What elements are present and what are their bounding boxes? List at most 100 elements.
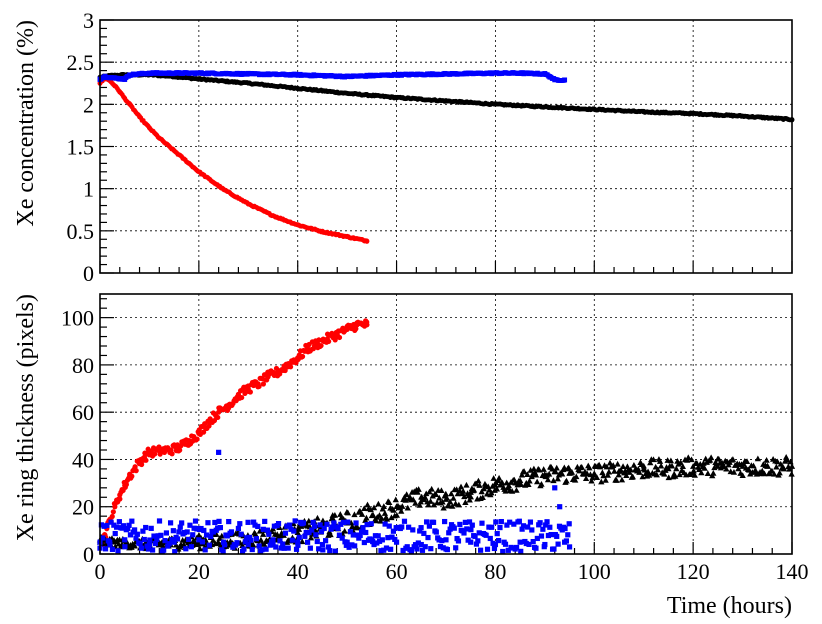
ring-thickness-data-point <box>557 504 563 510</box>
ring-thickness-data-point <box>370 504 378 511</box>
ring-thickness-data-point <box>145 546 152 552</box>
concentration-y-tick-label: 1.5 <box>67 135 95 160</box>
ring-thickness-data-point <box>540 526 546 532</box>
ring-thickness-data-point <box>739 472 746 479</box>
concentration-panel: 0 0.5 1 1.5 2 2.5 3 Xe concentration (%) <box>13 8 795 286</box>
ring-thickness-data-point <box>562 525 568 532</box>
ring-thickness-data-point <box>305 517 312 524</box>
concentration-y-tick-label: 1 <box>83 177 94 202</box>
ring-thickness-data-point <box>442 496 450 502</box>
ring-thickness-data-point <box>184 529 190 535</box>
ring-thickness-data-point <box>241 546 247 552</box>
ring-thickness-data-point <box>282 530 289 536</box>
ring-thickness-data-point <box>493 485 501 492</box>
concentration-grid <box>100 20 792 273</box>
ring-thickness-data-point <box>108 519 114 525</box>
ring-thickness-data-point <box>208 533 214 540</box>
ring-thickness-data-point <box>235 525 241 532</box>
ring-thickness-data-point <box>457 483 465 490</box>
ring-thickness-data-point <box>438 487 445 494</box>
ring-thickness-data-point <box>166 447 172 453</box>
ring-thickness-data-point <box>723 465 730 472</box>
ring-thickness-data-point <box>256 543 262 549</box>
ring-thickness-data-point <box>677 459 684 466</box>
ring-thickness-data-point <box>764 463 771 469</box>
ring-thickness-data-point <box>505 547 511 553</box>
ring-thickness-data-point <box>527 519 534 525</box>
ring-thickness-data-point <box>267 542 273 548</box>
ring-thickness-data-point <box>400 547 406 554</box>
ring-thickness-data-point <box>414 546 420 552</box>
ring-thickness-data-point <box>602 477 609 483</box>
concentration-data-point <box>493 101 498 107</box>
ring-thickness-data-point <box>773 463 780 470</box>
ring-thickness-data-point <box>606 459 614 466</box>
ring-thickness-data-point <box>439 498 446 505</box>
ring-thickness-data-point <box>141 454 148 460</box>
ring-thickness-data-point <box>750 462 757 469</box>
ring-thickness-data-point <box>357 532 363 539</box>
concentration-data-point <box>137 114 142 120</box>
ring-thickness-data-point <box>332 548 338 554</box>
ring-thickness-data-point <box>271 523 277 529</box>
ring-thickness-data-point <box>497 524 503 531</box>
ring-thickness-data-point <box>354 322 360 328</box>
ring-thickness-data-point <box>698 469 705 476</box>
ring-thickness-data-point <box>185 536 192 542</box>
concentration-data-point <box>196 169 202 175</box>
ring-thickness-data-point <box>490 475 497 481</box>
ring-thickness-data-point <box>505 482 513 489</box>
ring-thickness-data-point <box>259 531 267 537</box>
ring-thickness-data-point <box>266 531 272 537</box>
ring-thickness-data-point <box>255 381 261 387</box>
ring-thickness-data-point <box>538 533 545 539</box>
ring-thickness-data-point <box>462 499 469 506</box>
ring-thickness-data-point <box>270 541 276 547</box>
ring-thickness-data-point <box>367 506 374 513</box>
ring-thickness-data-point <box>215 414 221 421</box>
ring-thickness-data-point <box>265 374 271 380</box>
ring-thickness-data-point <box>122 544 128 550</box>
ring-thickness-data-point <box>251 519 257 525</box>
ring-thickness-data-point <box>305 345 311 351</box>
ring-thickness-data-point <box>437 543 444 550</box>
ring-thickness-data-point <box>629 473 636 480</box>
ring-thickness-data-point <box>462 519 468 525</box>
ring-thickness-data-point <box>691 472 698 478</box>
ring-thickness-data-point <box>615 471 622 478</box>
ring-thickness-data-point <box>646 472 653 478</box>
ring-thickness-data-point <box>427 498 434 504</box>
ring-thickness-data-point <box>98 522 104 528</box>
ring-thickness-data-point <box>198 525 204 532</box>
ring-thickness-data-point <box>383 545 390 551</box>
ring-thickness-data-point <box>545 470 553 477</box>
ring-thickness-data-point <box>667 457 675 464</box>
ring-thickness-data-point <box>295 355 301 361</box>
ring-thickness-data-point <box>368 521 374 527</box>
concentration-y-tick-label: 2 <box>83 92 94 117</box>
ring-thickness-data-point <box>292 518 298 524</box>
ring-thickness-data-point <box>209 537 217 543</box>
ring-thickness-data-point <box>339 535 345 541</box>
ring-thickness-data-point <box>314 341 321 347</box>
concentration-data-point <box>443 98 449 104</box>
ring-thickness-x-tick-label: 40 <box>287 559 309 584</box>
ring-thickness-data-point <box>442 490 449 497</box>
ring-thickness-data-point <box>187 522 193 528</box>
concentration-data-point <box>542 104 548 110</box>
ring-thickness-data-point <box>381 547 387 553</box>
ring-thickness-data-point <box>152 540 158 547</box>
ring-thickness-data-point <box>702 455 709 462</box>
ring-thickness-data-point <box>136 459 143 465</box>
ring-thickness-data-point <box>133 535 139 541</box>
ring-thickness-data-point <box>379 537 385 543</box>
ring-thickness-data-point <box>452 500 459 507</box>
ring-thickness-data-point <box>480 485 488 492</box>
ring-thickness-data-point <box>213 531 220 537</box>
ring-thickness-data-point <box>688 456 695 463</box>
ring-thickness-data-point <box>138 545 145 551</box>
ring-thickness-data-point <box>393 503 400 510</box>
ring-thickness-y-tick-label: 80 <box>72 353 94 378</box>
ring-thickness-data-point <box>242 539 248 545</box>
ring-thickness-data-point <box>504 522 510 528</box>
